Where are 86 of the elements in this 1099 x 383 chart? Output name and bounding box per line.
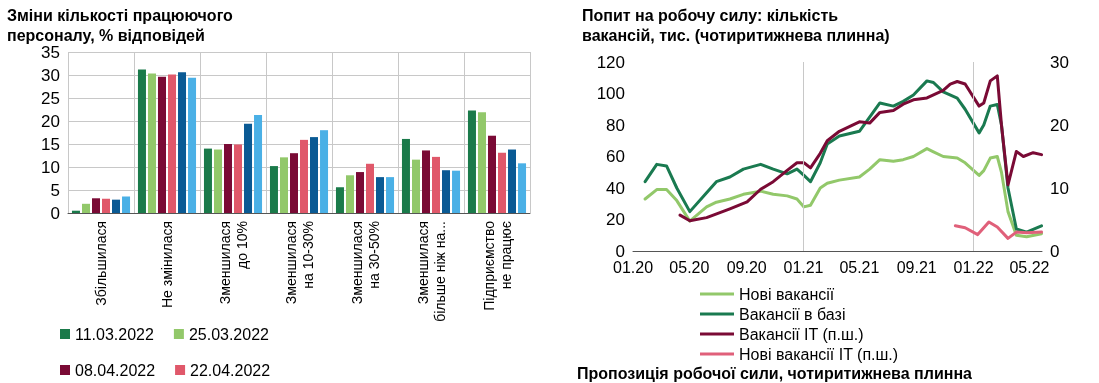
bar	[289, 153, 298, 213]
bar	[81, 203, 90, 213]
x-tick-label: Збільшилася	[93, 221, 109, 306]
x-tick-label: 05.21	[839, 258, 880, 276]
bar	[498, 152, 507, 213]
bar	[355, 172, 364, 213]
bar	[188, 77, 197, 213]
bar	[254, 115, 263, 213]
bar	[335, 187, 344, 213]
x-tick-label: 05.20	[669, 258, 710, 276]
legend-label: Вакансії IT (п.ш.)	[739, 325, 864, 343]
y-tick-label: 20	[41, 111, 60, 131]
legend-label: Нові вакансії	[739, 285, 835, 303]
y-tick-label: 25	[41, 88, 60, 108]
bar	[411, 159, 420, 213]
y2-tick-label: 10	[1050, 178, 1069, 198]
y-tick-label: 40	[606, 178, 625, 198]
bar	[310, 137, 319, 213]
y-tick-label: 0	[615, 241, 625, 261]
y-tick-label: 20	[606, 210, 625, 229]
legend-label: 08.04.2022	[75, 361, 156, 379]
x-tick-label: Зменшилася більше ніж на...	[414, 221, 448, 322]
legend-label: Нові вакансії IT (п.ш.)	[739, 345, 899, 363]
y-tick-label: 80	[606, 115, 625, 135]
bar	[203, 148, 212, 213]
y2-tick-label: 20	[1050, 115, 1069, 135]
bar	[168, 74, 177, 213]
y-tick-label: 30	[41, 65, 60, 85]
x-tick-label: Зменшилася до 10%	[216, 221, 250, 305]
bar	[269, 166, 278, 213]
bar	[401, 138, 410, 213]
bar	[178, 72, 187, 213]
y-tick-label: 15	[41, 134, 60, 154]
bar	[487, 135, 496, 213]
bar	[112, 199, 121, 213]
bar	[122, 196, 131, 213]
bar	[234, 144, 243, 213]
bar	[157, 76, 166, 213]
chart-title: Попит на робочу силу: кількість вакансій, тис. (чотиритижнева плинна)	[582, 6, 890, 44]
legend-label: 11.03.2022	[75, 325, 154, 343]
bar	[147, 73, 156, 213]
y-tick-label: 10	[41, 157, 60, 177]
line-series	[953, 220, 1044, 240]
bar	[279, 157, 288, 213]
bar	[102, 198, 111, 213]
bar	[366, 163, 375, 213]
x-tick-label: 01.21	[783, 258, 824, 276]
bar	[91, 198, 100, 213]
bar	[137, 69, 146, 213]
bar	[467, 110, 476, 213]
bar	[213, 149, 222, 213]
x-tick-label: 05.22	[1009, 258, 1050, 276]
y2-tick-label: 0	[1050, 241, 1060, 261]
legend-label: 22.04.2022	[190, 361, 271, 379]
y-tick-label: 120	[596, 52, 625, 72]
bar	[376, 177, 385, 213]
x-tick-label: Не змінилася	[159, 221, 175, 309]
legend-label: Вакансії в базі	[739, 305, 846, 323]
y-tick-label: 0	[50, 203, 60, 223]
bar	[442, 170, 451, 213]
bar	[452, 170, 461, 213]
y-tick-label: 5	[50, 180, 60, 200]
legend-label: 25.03.2022	[188, 325, 270, 343]
x-tick-label: 09.20	[726, 258, 767, 276]
y-tick-label: 35	[41, 42, 60, 62]
bar	[508, 149, 517, 213]
bar	[386, 177, 395, 213]
y-tick-label: 60	[606, 147, 625, 166]
text: Пропозиція робочої сили, чотиритижнева плинна	[577, 364, 973, 382]
y-tick-label: 100	[596, 84, 625, 103]
x-tick-label: 01.22	[953, 258, 994, 276]
bar	[477, 112, 486, 213]
bar	[518, 163, 527, 213]
bar	[300, 139, 309, 213]
bar	[223, 144, 232, 213]
bar	[345, 175, 354, 213]
bar	[244, 123, 253, 213]
line-series	[643, 147, 1044, 239]
chart-title: Зміни кількості працюючого персоналу, % відповідей	[7, 6, 238, 44]
bar	[421, 150, 430, 213]
bar	[320, 130, 329, 213]
y2-tick-label: 30	[1050, 52, 1069, 72]
x-tick-label: 09.21	[896, 258, 937, 276]
x-tick-label: 01.20	[612, 258, 654, 276]
line-series	[678, 74, 1044, 223]
bar	[432, 156, 441, 213]
